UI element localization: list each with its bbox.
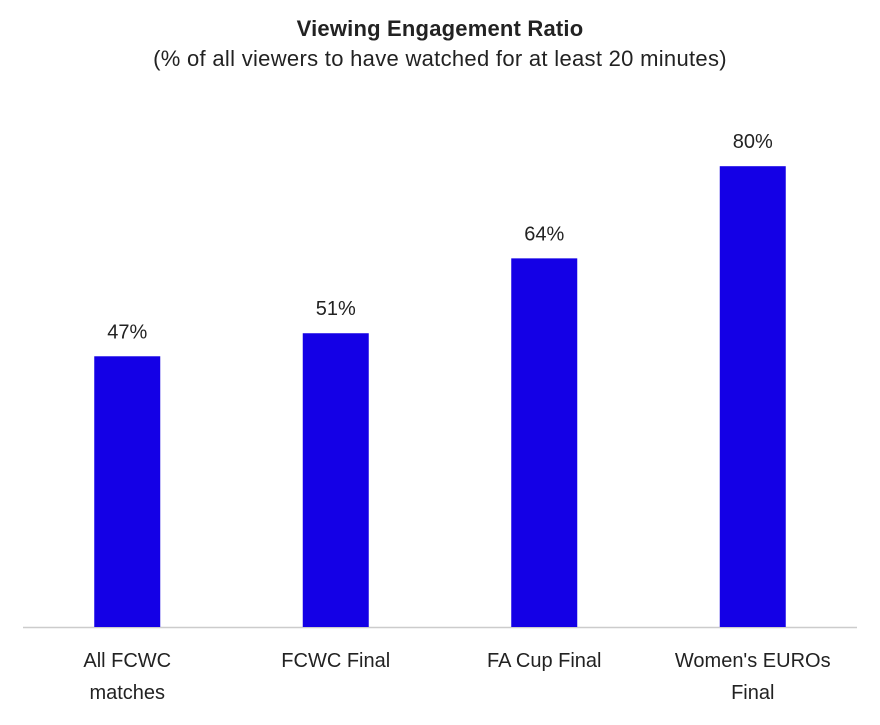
category-label-line: All FCWC <box>83 650 172 672</box>
data-label-3: 80% <box>733 131 773 153</box>
data-label-1: 51% <box>316 298 356 320</box>
bar-1 <box>302 333 369 627</box>
bar-2 <box>511 258 578 627</box>
data-label-2: 64% <box>524 223 564 245</box>
data-label-0: 47% <box>107 321 147 343</box>
category-label-3: Women's EUROs Final <box>653 645 853 709</box>
category-label-line: Women's EUROs <box>674 650 831 672</box>
category-label-line: Final <box>731 682 775 704</box>
category-label-line: matches <box>89 682 166 704</box>
chart-subtitle: (% of all viewers to have watched for at… <box>153 46 727 71</box>
category-label-2: FA Cup Final <box>444 645 644 677</box>
category-label-line: FCWC Final <box>281 650 391 672</box>
bar-3 <box>719 166 786 627</box>
chart-title: Viewing Engagement Ratio <box>296 16 584 41</box>
category-label-0: All FCWC matches <box>27 645 227 709</box>
category-label-line: FA Cup Final <box>486 650 602 672</box>
bar-0 <box>94 356 161 627</box>
category-label-1: FCWC Final <box>236 645 436 677</box>
